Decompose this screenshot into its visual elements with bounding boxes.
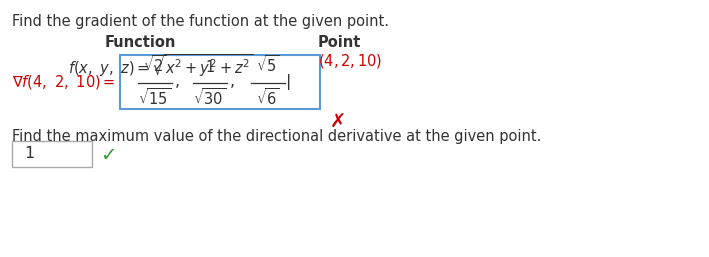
Text: $\sqrt{6}$: $\sqrt{6}$ <box>256 87 280 108</box>
Text: ✗: ✗ <box>330 113 347 132</box>
Text: Function: Function <box>105 35 177 50</box>
FancyBboxPatch shape <box>12 141 92 167</box>
Text: $1$: $1$ <box>205 59 215 75</box>
Text: Find the maximum value of the directional derivative at the given point.: Find the maximum value of the directiona… <box>12 129 542 144</box>
Text: $\sqrt{5}$: $\sqrt{5}$ <box>256 54 280 75</box>
FancyBboxPatch shape <box>120 55 320 109</box>
Text: 1: 1 <box>24 146 34 161</box>
Text: $(4, 2, 10)$: $(4, 2, 10)$ <box>318 52 382 70</box>
Text: $\sqrt{30}$: $\sqrt{30}$ <box>194 87 227 108</box>
Text: ,: , <box>230 75 235 89</box>
Text: |: | <box>286 74 291 90</box>
Text: $\sqrt{2}$: $\sqrt{2}$ <box>143 54 167 75</box>
Text: ✓: ✓ <box>100 146 116 165</box>
Text: ,: , <box>175 75 180 89</box>
Text: $\nabla f(4,\ 2,\ 10) =$: $\nabla f(4,\ 2,\ 10) =$ <box>12 73 116 91</box>
Text: Find the gradient of the function at the given point.: Find the gradient of the function at the… <box>12 14 389 29</box>
Text: Point: Point <box>318 35 362 50</box>
Text: $f(x,\ y,\ z) = \sqrt{x^2 + y^2 + z^2}$: $f(x,\ y,\ z) = \sqrt{x^2 + y^2 + z^2}$ <box>68 52 253 79</box>
Text: $\sqrt{15}$: $\sqrt{15}$ <box>138 87 172 108</box>
